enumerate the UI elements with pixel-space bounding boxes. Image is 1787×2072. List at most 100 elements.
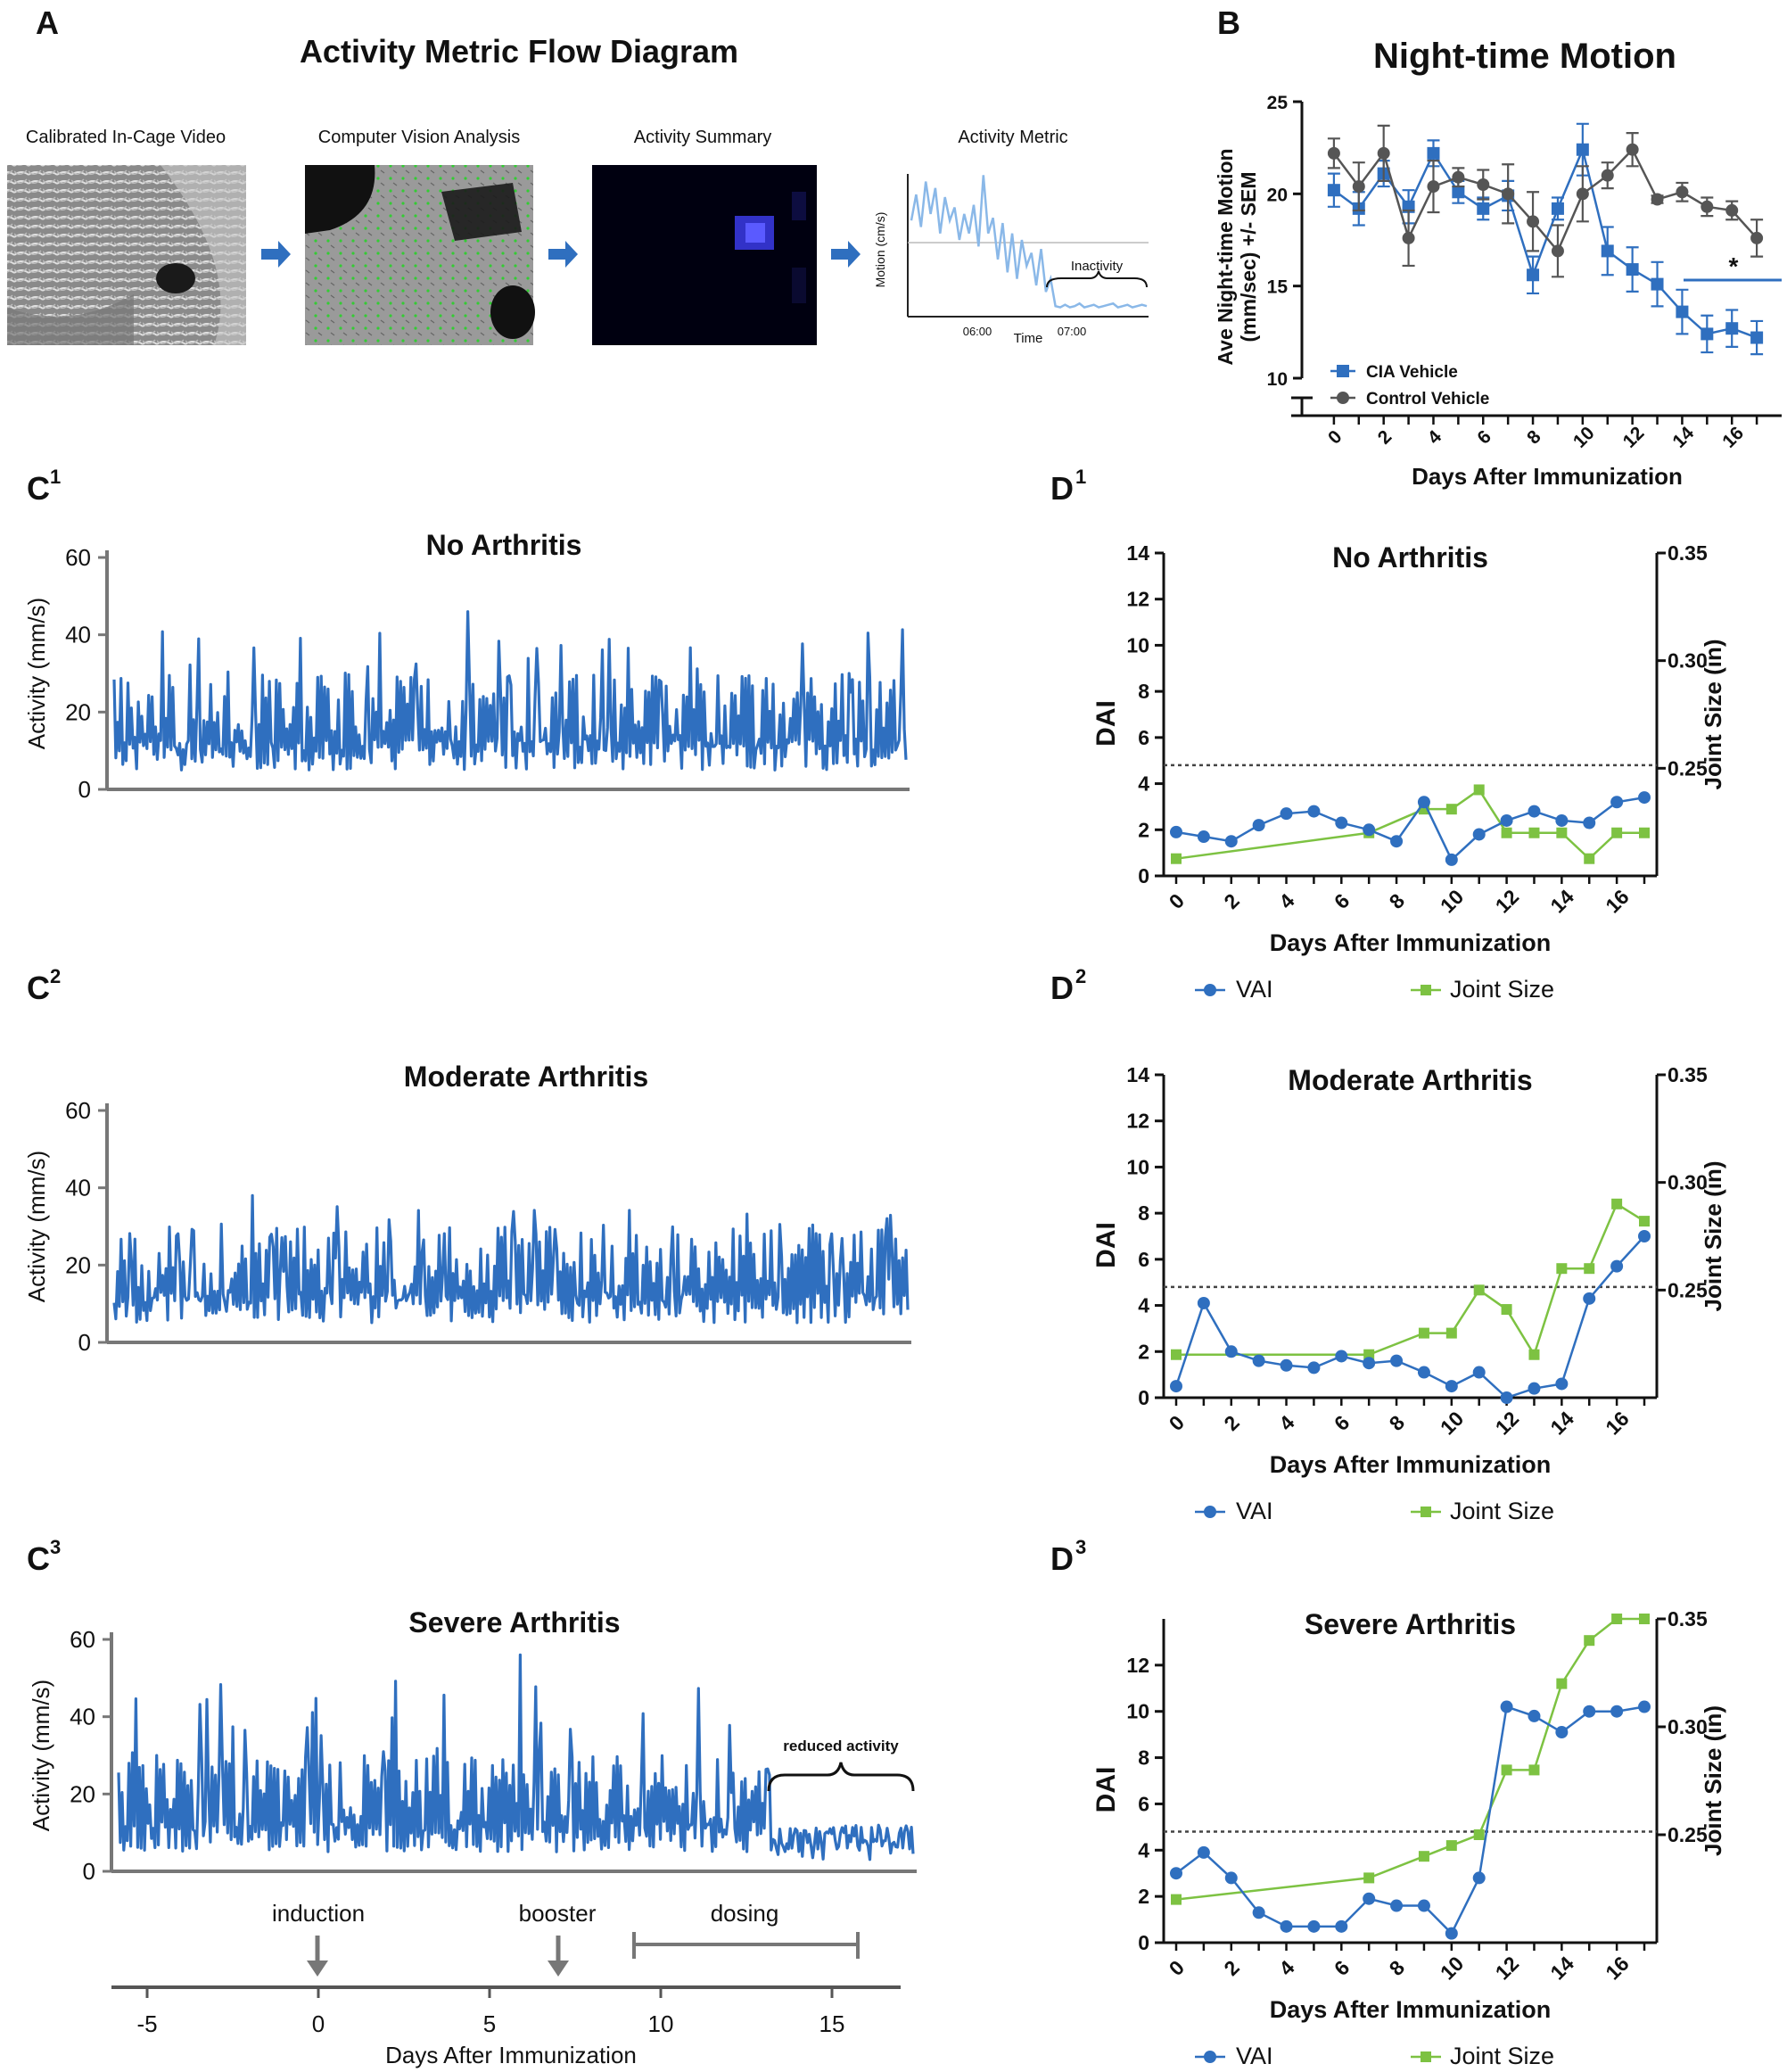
d2-title: Moderate Arthritis bbox=[1288, 1064, 1532, 1096]
control-data-point bbox=[1527, 215, 1540, 228]
cia-data-point bbox=[1701, 327, 1714, 341]
d1-y-tick-label: 8 bbox=[1138, 680, 1149, 703]
b-x-tick-label: 8 bbox=[1523, 426, 1545, 449]
d2-y-tick-label: 4 bbox=[1138, 1294, 1149, 1317]
d1-joint-size-point bbox=[1445, 804, 1457, 815]
d3-joint-size-point bbox=[1501, 1764, 1512, 1776]
reduced-activity-brace bbox=[767, 1762, 915, 1792]
d1-vai-point bbox=[1170, 825, 1182, 838]
d2-y2-tick-label: 0.35 bbox=[1668, 1063, 1708, 1086]
c1-superscript: 1 bbox=[50, 466, 61, 488]
d3-x-tick-label: 12 bbox=[1491, 1952, 1523, 1984]
d1-x-tick-label: 8 bbox=[1385, 888, 1410, 913]
d1-joint-size-point bbox=[1584, 853, 1595, 864]
d1-vai-point bbox=[1555, 813, 1569, 827]
control-data-point bbox=[1725, 203, 1739, 217]
d3-y-tick-label: 0 bbox=[1138, 1931, 1149, 1954]
d1-x-tick-label: 4 bbox=[1274, 888, 1299, 913]
d2-vai-point bbox=[1583, 1292, 1596, 1305]
c3-y-tick-label: 60 bbox=[70, 1626, 95, 1653]
d3-vai-point bbox=[1390, 1899, 1404, 1912]
d1-vai-point bbox=[1363, 823, 1376, 837]
d3-vai-point bbox=[1252, 1906, 1265, 1919]
c1-letter: C bbox=[27, 470, 50, 507]
d2-vai-point bbox=[1610, 1259, 1624, 1273]
d1-legend-vai-marker bbox=[1204, 984, 1216, 996]
step-label-metric: Activity Metric bbox=[958, 128, 1067, 147]
panel-a-title: Activity Metric Flow Diagram bbox=[300, 33, 738, 70]
d1-vai-point bbox=[1224, 835, 1238, 848]
panel-b-title: Night-time Motion bbox=[1373, 37, 1676, 76]
d1-vai-point bbox=[1445, 853, 1458, 866]
d2-y2-tick-label: 0.30 bbox=[1668, 1171, 1708, 1194]
d1-x-tick-label: 12 bbox=[1491, 885, 1523, 917]
d2-vai-point bbox=[1390, 1354, 1404, 1367]
d2-vai-line bbox=[1174, 1235, 1645, 1399]
d2-vai-point bbox=[1335, 1350, 1348, 1363]
d3-x-tick-label: 4 bbox=[1274, 1955, 1299, 1980]
b-x-tick-label: 14 bbox=[1668, 423, 1698, 452]
c1-y-tick-label: 60 bbox=[65, 544, 91, 571]
d3-y-tick-label: 8 bbox=[1138, 1746, 1149, 1770]
d1-joint-size-point bbox=[1611, 827, 1623, 838]
c3-ylabel: Activity (mm/s) bbox=[28, 1680, 54, 1831]
d1-vai-point bbox=[1472, 828, 1486, 841]
d1-superscript: 1 bbox=[1075, 466, 1086, 488]
step-label-vision: Computer Vision Analysis bbox=[318, 128, 520, 147]
cia-data-point bbox=[1327, 184, 1340, 197]
control-data-point bbox=[1626, 143, 1639, 156]
d2-legend-joint-size: Joint Size bbox=[1450, 1498, 1554, 1524]
d3-vai-line bbox=[1175, 1705, 1645, 1936]
d2-legend-vai-marker bbox=[1204, 1506, 1216, 1518]
timeline-label-booster: booster bbox=[519, 1900, 597, 1927]
d3-vai-point bbox=[1363, 1892, 1376, 1905]
d2-x-tick-label: 12 bbox=[1491, 1407, 1523, 1439]
legend-control: Control Vehicle bbox=[1366, 390, 1489, 409]
d3-vai-point bbox=[1280, 1919, 1293, 1933]
c1-y-tick-label: 20 bbox=[65, 698, 91, 725]
mini-annotation: Inactivity bbox=[1071, 259, 1124, 274]
d2-y-tick-label: 6 bbox=[1138, 1248, 1149, 1271]
d1-y2-tick-label: 0.30 bbox=[1668, 649, 1708, 673]
d2-y-tick-label: 10 bbox=[1126, 1155, 1149, 1178]
timeline-tick-label: 0 bbox=[312, 2010, 325, 2037]
panel-b-ylabel-line1: Ave Night-time Motion bbox=[1214, 148, 1237, 365]
cia-data-point bbox=[1750, 331, 1764, 344]
d1-vai-point bbox=[1307, 805, 1321, 818]
d2-joint-size-point bbox=[1639, 1216, 1650, 1227]
control-data-point bbox=[1402, 231, 1415, 244]
control-legend-marker bbox=[1337, 392, 1349, 404]
d2-superscript: 2 bbox=[1075, 965, 1086, 987]
c2-ylabel: Activity (mm/s) bbox=[23, 1151, 50, 1302]
d1-legend-js-marker bbox=[1421, 985, 1431, 995]
d3-joint-size-point bbox=[1418, 1851, 1429, 1862]
d3-vai-point bbox=[1170, 1867, 1182, 1880]
b-x-tick-label: 2 bbox=[1374, 426, 1396, 449]
d3-joint-size-line bbox=[1175, 1617, 1644, 1901]
cia-data-point bbox=[1477, 202, 1490, 215]
d1-legend-joint-size: Joint Size bbox=[1450, 976, 1554, 1003]
panel-b-axes: 10 15 20 25 0 2 4 6 8 10 12 14 16 bbox=[1267, 93, 1782, 452]
c1-ylabel: Activity (mm/s) bbox=[23, 598, 50, 749]
c3-timeline: induction booster dosing -5 0 5 10 15 Days A… bbox=[111, 1900, 901, 2068]
d1-vai-point bbox=[1500, 813, 1513, 827]
c3-letter: C bbox=[27, 1540, 50, 1577]
c1-chart: 0 20 40 60 Activity (mm/s) bbox=[23, 544, 910, 803]
d3-y-tick-label: 10 bbox=[1126, 1700, 1149, 1723]
panel-a-letter: A bbox=[36, 4, 59, 41]
c1-y-tick-label: 40 bbox=[65, 622, 91, 648]
c2-superscript: 2 bbox=[50, 965, 61, 987]
d2-x-tick-label: 6 bbox=[1330, 1411, 1354, 1435]
reduced-activity-label: reduced activity bbox=[783, 1738, 899, 1754]
control-data-point bbox=[1427, 180, 1440, 194]
d2-x-tick-label: 16 bbox=[1601, 1407, 1633, 1439]
cia-data-point bbox=[1651, 277, 1664, 291]
cia-data-point bbox=[1576, 143, 1589, 156]
d3-x-tick-label: 2 bbox=[1219, 1956, 1243, 1980]
d2-joint-size-point bbox=[1418, 1327, 1429, 1339]
d3-joint-size-point bbox=[1611, 1614, 1623, 1624]
arrow-icon bbox=[548, 241, 578, 268]
cia-vehicle-line bbox=[1333, 145, 1758, 339]
mini-ylabel: Motion (cm/s) bbox=[873, 212, 887, 288]
